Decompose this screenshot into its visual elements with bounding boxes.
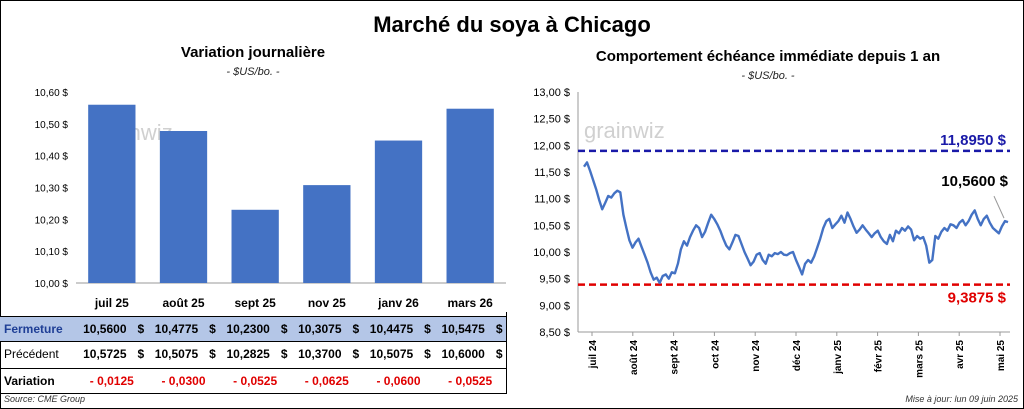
x-tick-label: nov 25 [308, 296, 346, 310]
table-divider [506, 312, 507, 394]
y-tick-label: 10,50 $ [35, 120, 69, 131]
source-note: Source: CME Group [4, 394, 86, 404]
table-cell: - 0,0300 [161, 374, 206, 388]
bar [374, 140, 423, 283]
x-tick-label: janv 25 [833, 340, 844, 375]
y-tick-label: 8,50 $ [539, 327, 570, 339]
x-tick-label: mai 25 [996, 340, 1007, 372]
table-cell: 10,5075 [369, 347, 414, 361]
table-row-variation: Variation - 0,0125 - 0,0300 - 0,0525 - 0,06… [0, 368, 506, 394]
y-tick-label: 10,30 $ [35, 184, 69, 195]
x-tick-label: oct 24 [710, 340, 721, 369]
line-chart: grainwiz 8,50 $ 9,00 $ 9,50 $ 10,00 $ 10,50 $… [533, 87, 1010, 378]
x-tick-label: janv 26 [377, 296, 419, 310]
bar [88, 104, 136, 283]
table-cell-unit: $ [495, 347, 503, 361]
y-tick-label: 10,60 $ [35, 88, 69, 99]
x-tick-label: mars 25 [914, 340, 925, 378]
watermark-text: grainwiz [584, 118, 665, 143]
row-label: Variation [4, 374, 55, 388]
update-note: Mise à jour: lun 09 juin 2025 [905, 394, 1018, 404]
table-cell: - 0,0625 [304, 374, 349, 388]
table-cell: 10,2300 [226, 322, 270, 336]
y-tick-label: 10,10 $ [35, 247, 69, 258]
table-cell: 10,3075 [298, 322, 342, 336]
table-cell-unit: $ [424, 322, 431, 336]
main-title: Marché du soya à Chicago [373, 12, 651, 37]
bar-chart: grainwiz10,00 $10,10 $10,20 $10,30 $10,4… [35, 88, 506, 310]
current-price-label: 10,5600 $ [941, 173, 1008, 190]
y-tick-label: 9,00 $ [539, 300, 570, 312]
reference-label: 9,3875 $ [948, 290, 1007, 307]
table-cell-unit: $ [137, 347, 145, 361]
y-tick-label: 11,00 $ [534, 194, 570, 206]
table-cell-unit: $ [352, 322, 360, 336]
table-cell: - 0,0600 [376, 374, 421, 388]
left-chart-title: Variation journalière [180, 44, 326, 61]
table-cell: 10,5475 [441, 322, 485, 336]
table-cell-unit: $ [209, 322, 216, 336]
table-cell: 10,4475 [369, 322, 414, 336]
x-tick-label: avr 25 [955, 340, 966, 369]
x-tick-label: juil 24 [588, 340, 599, 370]
bar [159, 130, 208, 283]
bar [446, 108, 494, 284]
table-cell-unit: $ [280, 322, 288, 336]
table-cell: 10,5725 [83, 347, 127, 361]
table-row-previous: Précédent 10,5725 $10,5075 $10,2825 $10,370… [0, 342, 506, 366]
x-tick-label: nov 24 [751, 340, 762, 372]
y-tick-label: 10,20 $ [35, 215, 69, 226]
table-cell: 10,2825 [226, 347, 270, 361]
table-cell-unit: $ [495, 322, 503, 336]
current-label-leader [993, 195, 1005, 219]
table-cell: - 0,0525 [448, 374, 493, 388]
right-chart-title: Comportement échéance immédiate depuis 1… [595, 48, 941, 65]
table-cell-unit: $ [209, 347, 216, 361]
bar [303, 185, 351, 283]
x-tick-label: déc 24 [792, 340, 803, 372]
x-tick-label: août 25 [162, 296, 204, 310]
row-label: Fermeture [4, 322, 63, 336]
y-tick-label: 9,50 $ [539, 274, 570, 286]
price-line [583, 161, 1009, 285]
y-tick-label: 10,00 $ [35, 279, 69, 290]
table-cell-unit: $ [424, 347, 431, 361]
table-cell-unit: $ [137, 322, 145, 336]
table-cell: 10,5600 [83, 322, 127, 336]
y-tick-label: 13,00 $ [533, 87, 570, 99]
y-tick-label: 12,50 $ [533, 114, 570, 126]
table-cell-unit: $ [280, 347, 288, 361]
y-tick-label: 11,50 $ [534, 167, 570, 179]
table-cell: 10,5075 [154, 347, 199, 361]
x-tick-label: juil 25 [94, 296, 129, 310]
table-cell: 10,4775 [154, 322, 199, 336]
x-tick-label: févr 25 [874, 340, 885, 373]
reference-label: 11,8950 $ [940, 132, 1007, 149]
left-chart-units: - $US/bo. - [226, 66, 280, 78]
table-cell: 10,6000 [441, 347, 485, 361]
y-tick-label: 10,00 $ [533, 247, 570, 259]
x-tick-label: sept 25 [234, 296, 276, 310]
y-tick-label: 12,00 $ [533, 140, 570, 152]
bar [231, 209, 279, 283]
table-cell-unit: $ [352, 347, 360, 361]
x-tick-label: mars 26 [447, 296, 493, 310]
table-row-close: Fermeture 10,5600 $10,4775 $10,2300 $10,307… [0, 316, 506, 342]
y-tick-label: 10,50 $ [533, 220, 570, 232]
table-cell: - 0,0525 [233, 374, 278, 388]
y-tick-label: 10,40 $ [35, 152, 69, 163]
row-label: Précédent [4, 347, 59, 361]
right-chart-units: - $US/bo. - [741, 70, 795, 82]
x-tick-label: sept 24 [670, 340, 681, 375]
x-tick-label: août 24 [629, 340, 640, 375]
table-cell: - 0,0125 [89, 374, 134, 388]
table-cell: 10,3700 [298, 347, 342, 361]
